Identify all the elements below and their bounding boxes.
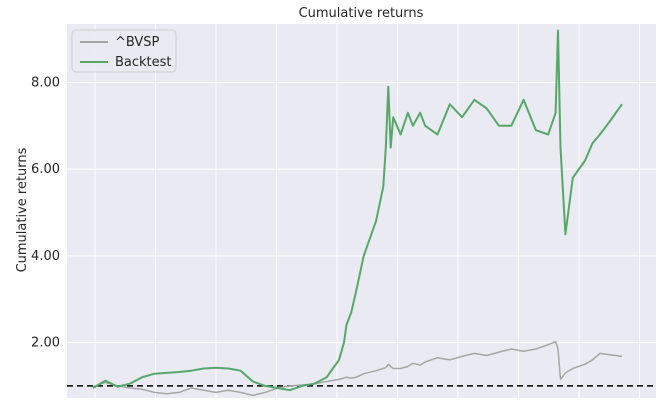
chart-title: Cumulative returns [299, 6, 424, 21]
series-line-backtest [92, 29, 623, 392]
legend-label-backtest: Backtest [115, 55, 172, 70]
y-tick-label: 4.00 [31, 249, 60, 264]
y-axis-label: Cumulative returns [15, 147, 30, 272]
grid [67, 24, 656, 398]
y-tick-label: 6.00 [31, 162, 60, 177]
y-tick-label: 8.00 [31, 76, 60, 91]
y-ticks: 2.00 4.00 6.00 8.00 [31, 76, 60, 351]
y-tick-label: 2.00 [31, 336, 60, 351]
series-group [92, 29, 623, 397]
series-line-bvsp [92, 340, 623, 397]
plot-area [67, 24, 656, 398]
legend-label-bvsp: ^BVSP [115, 35, 160, 50]
legend: ^BVSP Backtest [71, 29, 177, 73]
